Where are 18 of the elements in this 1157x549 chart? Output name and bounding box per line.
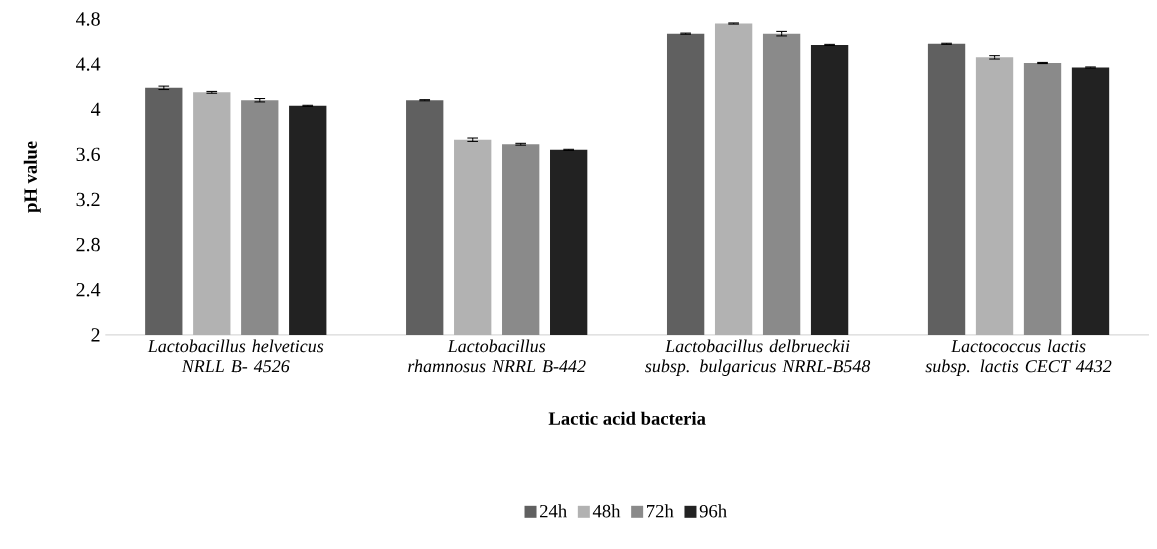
legend-label: 48h <box>592 504 621 518</box>
x-tick-label: Lactococcus lactis subsp. lactis CECT 4432 <box>925 339 1112 376</box>
legend-label: 72h <box>647 504 674 518</box>
y-tick-label: 4 <box>90 102 101 116</box>
legend-label: 96h <box>699 504 727 518</box>
y-axis-title: pH value <box>23 141 41 213</box>
y-tick-label: 2 <box>91 328 100 342</box>
legend-label: 24h <box>539 504 567 518</box>
y-tick-label: 3.2 <box>76 192 100 207</box>
y-tick-label: 2.8 <box>76 237 100 252</box>
y-tick-label: 2.4 <box>76 282 101 297</box>
x-tick-label: Lactobacillus rhamnosus NRRL B-442 <box>408 339 586 373</box>
x-tick-label: Lactobacillus delbrueckii subsp. bulgaricus NRRL-B548 <box>645 339 871 376</box>
y-tick-label: 4.8 <box>76 12 100 26</box>
x-tick-label: Lactobacillus helveticus NRLL B- 4526 <box>147 339 324 373</box>
y-tick-label: 3.6 <box>76 147 100 162</box>
y-tick-label: 4.4 <box>76 57 101 71</box>
x-axis-title: Lactic acid bacteria <box>548 411 706 425</box>
